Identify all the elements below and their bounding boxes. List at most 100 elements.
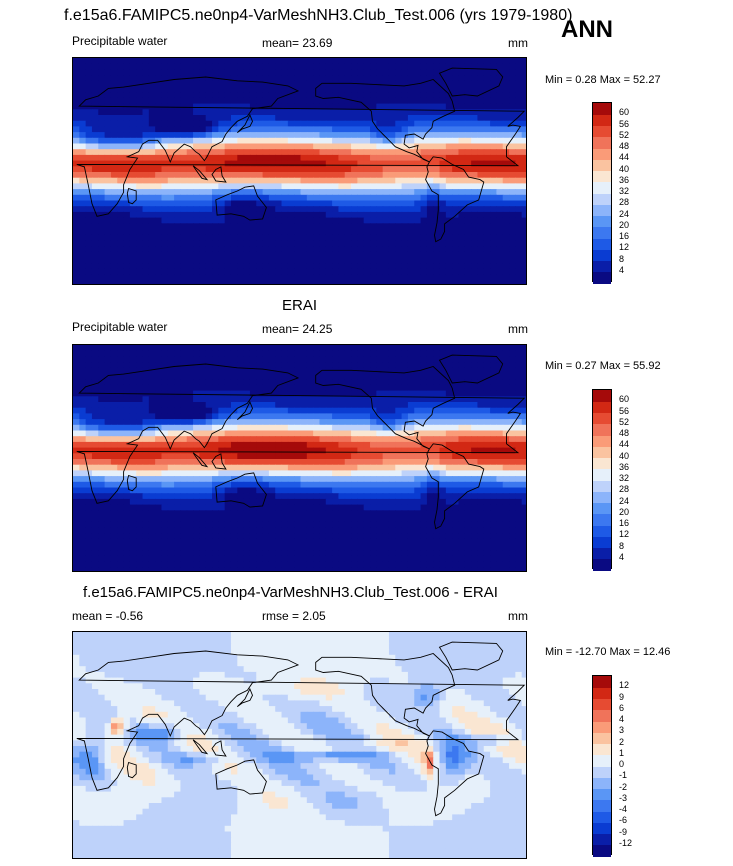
field-cell	[426, 240, 434, 247]
field-cell	[249, 396, 257, 403]
field-cell	[249, 223, 257, 230]
field-cell	[110, 459, 118, 466]
field-cell	[515, 263, 523, 270]
field-cell	[490, 58, 497, 65]
field-cell	[79, 132, 87, 139]
field-cell	[395, 345, 403, 352]
field-cell	[256, 487, 264, 494]
field-cell	[237, 200, 245, 207]
field-cell	[275, 268, 283, 276]
field-cell	[275, 126, 283, 133]
field-cell	[104, 143, 112, 150]
field-cell	[186, 194, 194, 202]
field-cell	[167, 447, 175, 454]
field-cell	[275, 86, 283, 93]
field-cell	[117, 453, 125, 460]
field-cell	[73, 263, 80, 270]
field-cell	[521, 80, 526, 88]
field-cell	[294, 120, 302, 127]
field-cell	[73, 481, 80, 489]
field-cell	[186, 211, 194, 219]
field-cell	[445, 251, 453, 259]
field-cell	[287, 470, 295, 477]
field-cell	[167, 436, 175, 443]
field-cell	[79, 407, 87, 414]
field-cell	[161, 470, 169, 477]
field-cell	[433, 126, 441, 133]
field-cell	[344, 379, 352, 386]
field-cell	[199, 402, 207, 409]
field-cell	[129, 246, 137, 253]
field-cell	[275, 251, 283, 259]
field-cell	[439, 211, 447, 219]
field-cell	[439, 200, 447, 207]
field-cell	[483, 384, 491, 392]
field-cell	[142, 430, 150, 437]
field-cell	[471, 80, 479, 88]
field-cell	[332, 447, 340, 454]
field-cell	[98, 447, 106, 454]
field-cell	[205, 476, 213, 483]
field-cell	[155, 177, 163, 184]
field-cell	[376, 240, 384, 247]
field-cell	[110, 481, 118, 489]
field-cell	[199, 75, 207, 82]
field-cell	[243, 441, 251, 449]
field-cell	[521, 493, 526, 500]
field-cell	[313, 75, 321, 82]
field-cell	[300, 154, 308, 162]
field-cell	[73, 453, 80, 460]
field-cell	[180, 229, 188, 236]
field-cell	[388, 154, 396, 162]
field-cell	[142, 464, 150, 471]
field-cell	[224, 240, 232, 247]
field-cell	[136, 459, 144, 466]
field-cell	[180, 453, 188, 460]
field-cell	[388, 481, 396, 489]
field-cell	[376, 280, 384, 284]
field-cell	[281, 487, 289, 494]
field-cell	[275, 274, 283, 281]
field-cell	[167, 234, 175, 241]
field-cell	[351, 149, 358, 156]
field-cell	[515, 200, 523, 207]
field-cell	[363, 424, 371, 432]
field-cell	[218, 487, 226, 494]
field-cell	[193, 493, 200, 500]
field-cell	[256, 390, 264, 397]
field-cell	[521, 137, 526, 145]
field-cell	[199, 280, 207, 284]
field-cell	[249, 217, 257, 224]
field-cell	[338, 481, 346, 489]
field-cell	[376, 115, 384, 122]
field-cell	[275, 154, 283, 162]
field-cell	[344, 390, 352, 397]
field-cell	[73, 384, 80, 392]
field-cell	[464, 211, 472, 219]
field-cell	[91, 86, 99, 93]
field-cell	[407, 373, 415, 380]
field-cell	[363, 92, 371, 99]
field-cell	[471, 217, 479, 224]
field-cell	[338, 413, 346, 420]
field-cell	[458, 280, 466, 284]
field-cell	[325, 424, 333, 432]
field-cell	[287, 143, 295, 150]
field-cell	[420, 115, 428, 122]
field-cell	[104, 149, 112, 156]
field-cell	[262, 172, 270, 179]
field-cell	[275, 493, 283, 500]
field-cell	[123, 246, 131, 253]
field-cell	[256, 211, 264, 219]
field-cell	[388, 132, 396, 139]
field-cell	[268, 447, 276, 454]
field-cell	[136, 350, 144, 357]
field-cell	[509, 109, 516, 116]
field-cell	[490, 345, 497, 352]
field-cell	[73, 350, 80, 357]
field-cell	[388, 69, 396, 76]
field-cell	[401, 441, 409, 449]
field-cell	[268, 453, 276, 460]
field-cell	[471, 189, 479, 196]
field-cell	[502, 274, 510, 281]
